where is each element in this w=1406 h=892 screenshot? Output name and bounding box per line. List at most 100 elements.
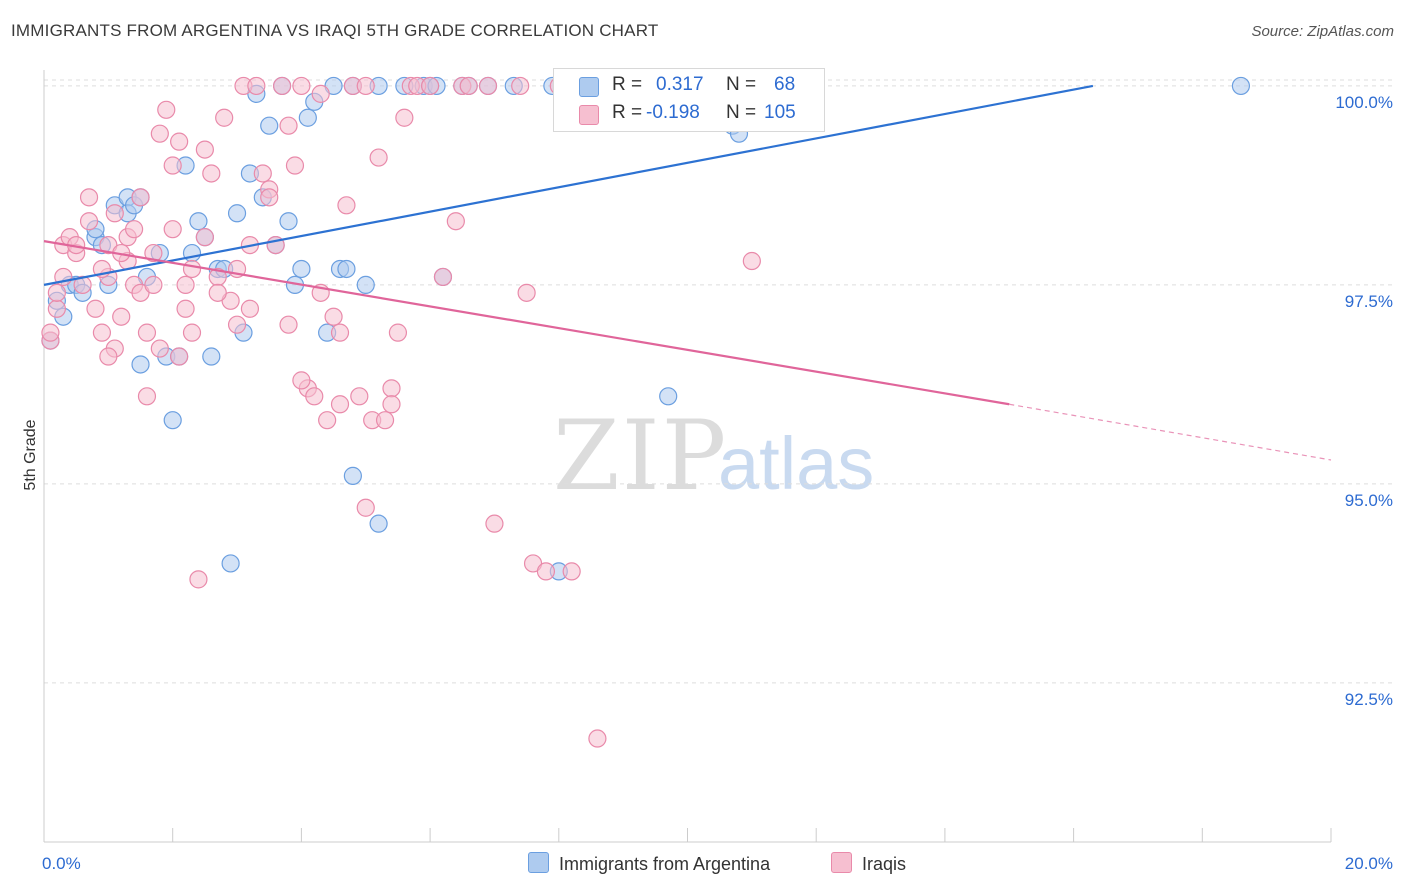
point-iraqis: [305, 387, 324, 406]
trendline-argentina: [43, 84, 1094, 286]
point-iraqis: [144, 243, 163, 263]
point-iraqis: [562, 562, 581, 581]
point-argentina: [337, 259, 356, 279]
y-tick-label: 92.5%: [1345, 690, 1393, 709]
watermark-atlas: atlas: [718, 422, 874, 505]
stats-legend-row-argentina: R = 0.317 N = 68: [554, 73, 824, 99]
point-iraqis: [137, 387, 157, 406]
point-iraqis: [446, 212, 465, 231]
point-iraqis: [150, 339, 169, 358]
point-iraqis: [356, 498, 375, 517]
point-argentina: [1231, 76, 1251, 96]
point-iraqis: [215, 108, 234, 127]
y-tick-label: 97.5%: [1345, 292, 1393, 311]
point-iraqis: [150, 124, 169, 143]
point-iraqis: [337, 196, 356, 215]
watermark-zip: ZIP: [553, 400, 728, 512]
point-iraqis: [433, 267, 453, 287]
point-iraqis: [105, 204, 124, 223]
point-iraqis: [382, 379, 401, 398]
point-iraqis: [324, 307, 343, 326]
point-iraqis: [189, 570, 208, 589]
r-label: R =: [612, 74, 643, 95]
point-argentina: [131, 355, 150, 374]
point-iraqis: [536, 562, 556, 581]
point-argentina: [298, 108, 317, 127]
point-iraqis: [176, 275, 195, 294]
point-iraqis: [41, 323, 60, 342]
point-iraqis: [112, 307, 131, 326]
point-iraqis: [311, 84, 330, 103]
point-iraqis: [182, 323, 202, 342]
point-iraqis: [144, 275, 163, 294]
point-iraqis: [227, 315, 247, 334]
point-argentina: [356, 275, 375, 294]
point-iraqis: [485, 514, 504, 533]
point-iraqis: [247, 76, 266, 96]
point-iraqis: [421, 76, 440, 96]
point-iraqis: [292, 371, 311, 390]
legend-item-argentina: Immigrants from Argentina: [528, 852, 770, 875]
point-iraqis: [124, 220, 144, 239]
point-iraqis: [99, 347, 118, 366]
iraqis-swatch: [579, 105, 599, 125]
point-iraqis: [279, 116, 298, 135]
point-iraqis: [285, 156, 305, 175]
point-iraqis: [459, 76, 478, 96]
point-iraqis: [253, 164, 272, 183]
point-iraqis: [330, 395, 350, 414]
point-iraqis: [350, 387, 369, 406]
point-argentina: [279, 212, 298, 231]
point-iraqis: [356, 76, 375, 96]
trendline-iraqis-extension: [1009, 403, 1332, 461]
stats-legend: R = 0.317 N = 68 R = -0.198 N = 105: [553, 68, 825, 132]
point-iraqis: [517, 283, 536, 302]
point-iraqis: [195, 228, 214, 247]
point-iraqis: [240, 299, 260, 318]
n-label: N =: [726, 102, 757, 123]
point-iraqis: [163, 220, 182, 239]
point-iraqis: [279, 315, 298, 334]
point-argentina: [202, 347, 221, 366]
point-iraqis: [202, 164, 221, 183]
point-iraqis: [330, 323, 350, 342]
r-label: R =: [612, 102, 643, 123]
point-iraqis: [157, 100, 176, 119]
point-iraqis: [170, 132, 189, 151]
y-tick-label: 95.0%: [1345, 491, 1393, 510]
argentina-legend-swatch: [528, 852, 549, 873]
point-argentina: [227, 204, 247, 223]
y-axis-label: 5th Grade: [22, 419, 39, 490]
point-iraqis: [382, 395, 401, 414]
point-iraqis: [163, 156, 182, 175]
point-iraqis: [511, 76, 530, 96]
point-iraqis: [208, 283, 227, 302]
x-tick-label: 20.0%: [1345, 854, 1393, 873]
point-iraqis: [86, 299, 105, 318]
point-iraqis: [182, 259, 202, 279]
source-label: Source: ZipAtlas.com: [1251, 23, 1394, 40]
r-value: 0.317: [656, 74, 704, 95]
point-iraqis: [395, 108, 414, 127]
point-argentina: [343, 466, 362, 485]
iraqis-legend-label: Iraqis: [862, 854, 907, 874]
point-iraqis: [131, 188, 150, 207]
point-iraqis: [195, 140, 214, 159]
point-argentina: [189, 212, 208, 231]
point-iraqis: [176, 299, 195, 318]
trendline-iraqis: [43, 240, 1010, 406]
point-iraqis: [292, 76, 311, 96]
point-iraqis: [137, 323, 157, 342]
point-iraqis: [79, 212, 99, 231]
point-argentina: [369, 514, 388, 533]
point-iraqis: [588, 729, 607, 748]
point-iraqis: [318, 411, 337, 430]
point-iraqis: [388, 323, 408, 342]
legend-item-iraqis: Iraqis: [831, 852, 906, 875]
argentina-legend-label: Immigrants from Argentina: [559, 854, 771, 874]
point-iraqis: [73, 275, 92, 294]
point-iraqis: [272, 76, 292, 96]
point-iraqis: [79, 188, 99, 207]
point-iraqis: [170, 347, 189, 366]
